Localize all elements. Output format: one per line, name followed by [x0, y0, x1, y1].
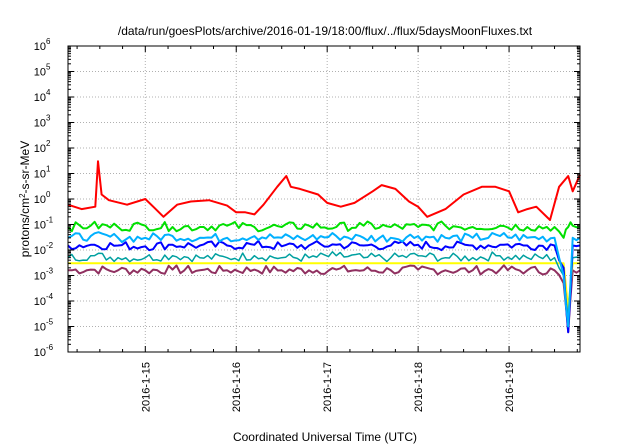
x-tick-label: 2016-1-17 — [322, 362, 334, 412]
y-tick-label-exp: -5 — [46, 318, 54, 327]
x-tick-label: 2016-1-18 — [413, 362, 425, 412]
y-tick-label-exp: 4 — [46, 88, 51, 97]
y-axis-title-rest: -s-sr-MeV — [18, 141, 32, 194]
y-tick-label-base: 10 — [34, 41, 46, 53]
y-tick-label-base: 10 — [34, 118, 46, 130]
y-tick-label-exp: 6 — [46, 37, 51, 46]
y-tick-label: 105 — [34, 63, 51, 79]
y-tick-label: 10-6 — [34, 343, 54, 359]
y-axis-ticks: 10-610-510-410-310-210-11001011021031041… — [34, 37, 580, 359]
y-tick-label: 106 — [34, 37, 51, 53]
y-tick-label-base: 10 — [34, 169, 46, 181]
series-line — [67, 239, 581, 334]
y-tick-label-base: 10 — [34, 322, 46, 334]
y-tick-label-exp: -4 — [46, 292, 54, 301]
y-axis-title-base: protons/cm — [18, 198, 32, 257]
y-tick-label: 102 — [34, 139, 51, 155]
x-axis-title: Coordinated Universal Time (UTC) — [233, 430, 417, 444]
y-tick-label: 10-3 — [34, 267, 54, 283]
y-tick-label-base: 10 — [34, 194, 46, 206]
y-tick-label: 10-5 — [34, 318, 54, 334]
y-tick-label: 10-2 — [34, 241, 54, 257]
y-tick-label: 101 — [34, 165, 51, 181]
y-tick-label-base: 10 — [34, 143, 46, 155]
y-tick-label: 103 — [34, 114, 51, 130]
y-tick-label-exp: 2 — [46, 139, 51, 148]
y-tick-label: 100 — [34, 190, 51, 206]
series-line — [67, 160, 581, 221]
y-tick-label-exp: -6 — [46, 343, 54, 352]
x-tick-label: 2016-1-19 — [504, 362, 516, 412]
y-axis-title-sup: 2 — [18, 193, 27, 198]
y-tick-label-base: 10 — [34, 245, 46, 257]
y-tick-label-base: 10 — [34, 220, 46, 232]
series-line — [67, 231, 581, 328]
y-tick-label-base: 10 — [34, 296, 46, 308]
x-axis-ticks: 2016-1-15 2016-1-16 2016-1-17 2016-1-18 2016… — [76, 46, 578, 412]
x-tick-label: 2016-1-16 — [231, 362, 243, 412]
series-line — [68, 262, 580, 310]
y-tick-label-exp: -2 — [46, 241, 54, 250]
y-tick-label-base: 10 — [34, 347, 46, 359]
y-tick-label-base: 10 — [34, 67, 46, 79]
y-tick-label-exp: 5 — [46, 63, 51, 72]
series-layer — [67, 160, 581, 334]
y-tick-label-exp: 1 — [46, 165, 51, 174]
grid-lines — [68, 46, 580, 352]
y-tick-label: 104 — [34, 88, 51, 104]
y-tick-label: 10-4 — [34, 292, 54, 308]
x-tick-label: 2016-1-15 — [140, 362, 152, 412]
y-axis-title: protons/cm2-s-sr-MeV — [18, 141, 33, 257]
y-tick-label-base: 10 — [34, 92, 46, 104]
y-tick-label-exp: 3 — [46, 114, 51, 123]
series-line — [68, 264, 581, 334]
y-tick-label-exp: -3 — [46, 267, 54, 276]
series-line — [67, 220, 581, 239]
chart-title: /data/run/goesPlots/archive/2016-01-19/1… — [118, 24, 533, 38]
y-tick-label-exp: -1 — [46, 216, 54, 225]
y-tick-label-base: 10 — [34, 271, 46, 283]
series-line — [67, 251, 581, 320]
y-tick-label-exp: 0 — [46, 190, 51, 199]
y-tick-label: 10-1 — [34, 216, 54, 232]
